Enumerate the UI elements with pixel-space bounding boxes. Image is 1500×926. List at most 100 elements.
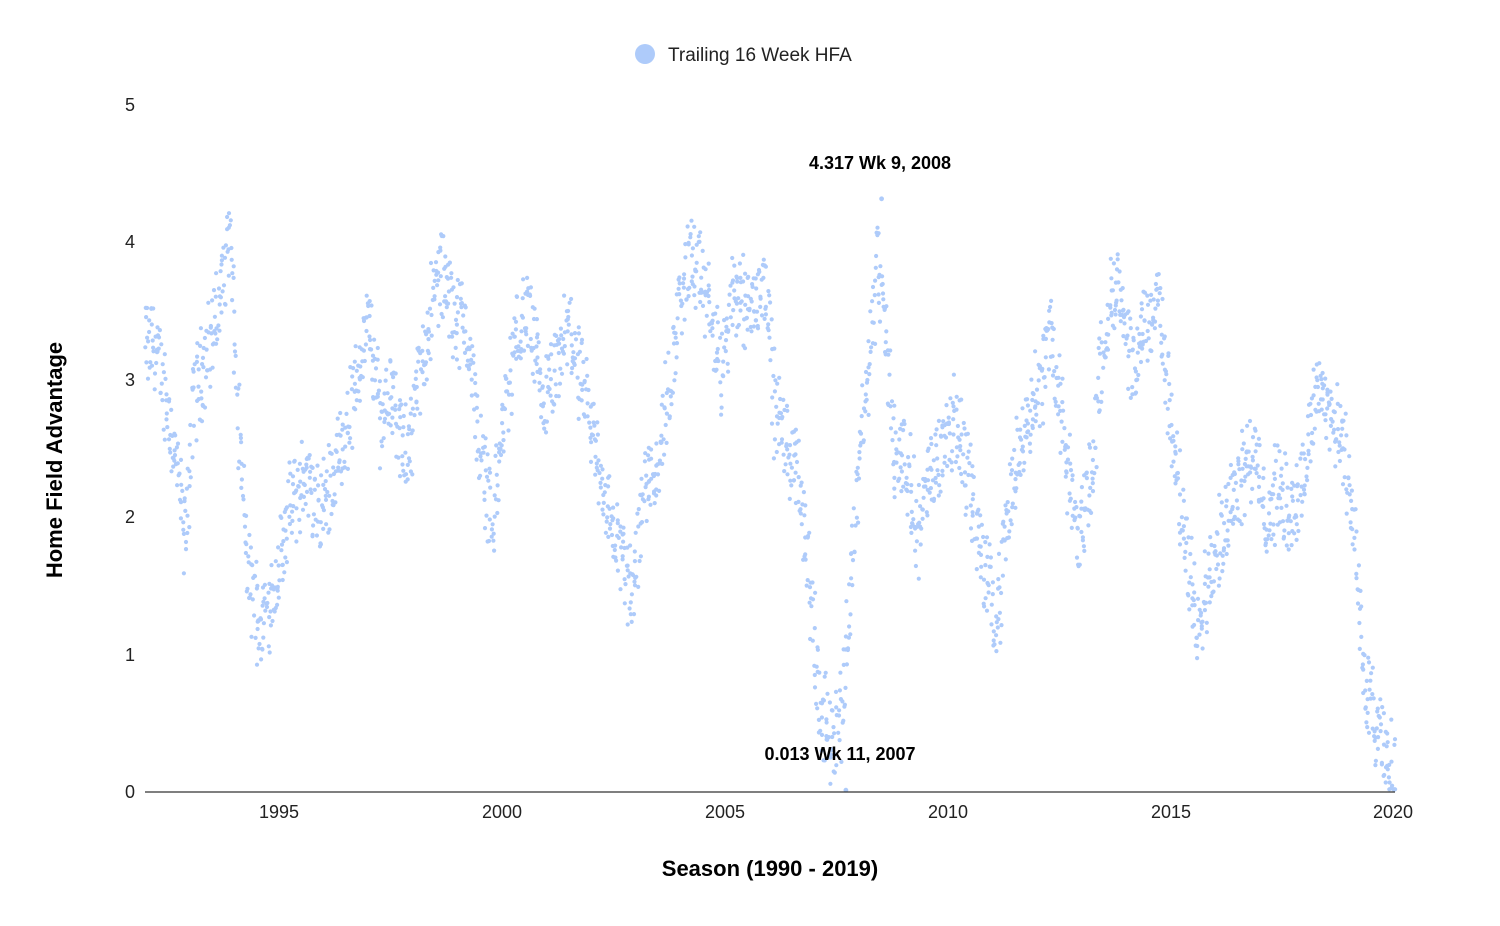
data-point	[766, 322, 771, 327]
data-point	[290, 474, 296, 479]
data-point	[393, 371, 398, 376]
data-point	[375, 345, 380, 351]
data-point	[548, 377, 554, 382]
data-point	[323, 497, 329, 502]
data-point	[905, 488, 910, 494]
data-point	[200, 355, 206, 360]
data-point	[1347, 492, 1352, 497]
data-point	[1064, 470, 1069, 475]
data-point	[491, 531, 496, 536]
data-point	[1308, 412, 1314, 418]
data-point	[1117, 269, 1122, 274]
data-point	[401, 425, 406, 430]
data-point	[999, 590, 1004, 596]
data-point	[1226, 481, 1231, 487]
data-point	[481, 450, 486, 455]
data-point	[649, 456, 654, 461]
data-point	[639, 520, 645, 525]
data-point	[181, 520, 186, 525]
data-point	[276, 563, 281, 568]
data-point	[183, 539, 189, 545]
data-point	[897, 476, 902, 481]
data-point	[206, 300, 211, 305]
data-point	[1057, 353, 1062, 358]
data-point	[858, 431, 864, 436]
data-point	[1090, 481, 1095, 486]
data-point	[1126, 386, 1131, 391]
data-point	[1041, 421, 1046, 426]
data-point	[1169, 464, 1174, 469]
data-point	[1087, 493, 1092, 498]
data-point	[258, 617, 264, 622]
data-point	[1363, 688, 1368, 693]
data-point	[855, 472, 860, 477]
data-point	[449, 275, 454, 280]
data-point	[482, 444, 487, 449]
data-point	[1048, 304, 1053, 310]
data-point	[342, 459, 347, 464]
data-point	[662, 405, 667, 410]
data-point	[524, 332, 529, 337]
data-point	[482, 490, 487, 495]
data-point	[389, 395, 394, 400]
data-point	[1217, 492, 1222, 497]
data-point	[1050, 373, 1056, 378]
data-point	[673, 331, 678, 336]
data-point	[784, 442, 789, 447]
data-point	[769, 421, 775, 426]
data-point	[208, 384, 213, 389]
data-point	[628, 543, 633, 548]
data-point	[1211, 579, 1216, 584]
y-tick-label: 1	[125, 645, 135, 665]
data-point	[372, 337, 377, 342]
data-point	[576, 331, 582, 336]
data-point	[397, 407, 402, 412]
data-point	[621, 539, 626, 544]
data-point	[565, 362, 570, 367]
data-point	[928, 486, 934, 491]
data-point	[326, 530, 331, 535]
data-point	[984, 608, 990, 613]
data-point	[1171, 438, 1176, 443]
data-point	[759, 313, 765, 318]
data-point	[662, 452, 667, 457]
data-point	[671, 325, 676, 330]
data-point	[449, 271, 454, 276]
data-point	[1303, 457, 1308, 462]
data-point	[567, 300, 572, 305]
data-point	[1007, 462, 1013, 467]
data-point	[314, 533, 319, 538]
data-point	[1097, 408, 1102, 413]
data-point	[748, 324, 753, 330]
data-point	[230, 298, 235, 303]
data-point	[636, 584, 641, 590]
data-point	[1308, 459, 1313, 464]
data-point	[1196, 618, 1201, 623]
data-point	[438, 274, 443, 279]
data-point	[1097, 351, 1103, 356]
data-point	[1250, 454, 1255, 459]
data-point	[327, 527, 332, 532]
data-point	[715, 346, 720, 352]
data-point	[1240, 428, 1245, 433]
data-point	[1232, 514, 1237, 519]
data-point	[1234, 498, 1239, 503]
data-point	[290, 482, 296, 487]
data-point	[1352, 535, 1357, 541]
data-point	[920, 516, 925, 521]
data-point	[1112, 326, 1117, 331]
data-point	[1003, 503, 1008, 508]
data-point	[1128, 395, 1133, 400]
data-point	[698, 299, 703, 305]
data-point	[741, 279, 746, 284]
data-point	[1010, 456, 1015, 461]
data-point	[768, 358, 773, 363]
data-point	[582, 380, 587, 385]
data-point	[796, 499, 801, 504]
data-point	[1006, 535, 1012, 540]
data-point	[217, 302, 222, 307]
data-point	[923, 484, 928, 489]
data-point	[232, 342, 237, 347]
data-point	[1256, 484, 1262, 489]
